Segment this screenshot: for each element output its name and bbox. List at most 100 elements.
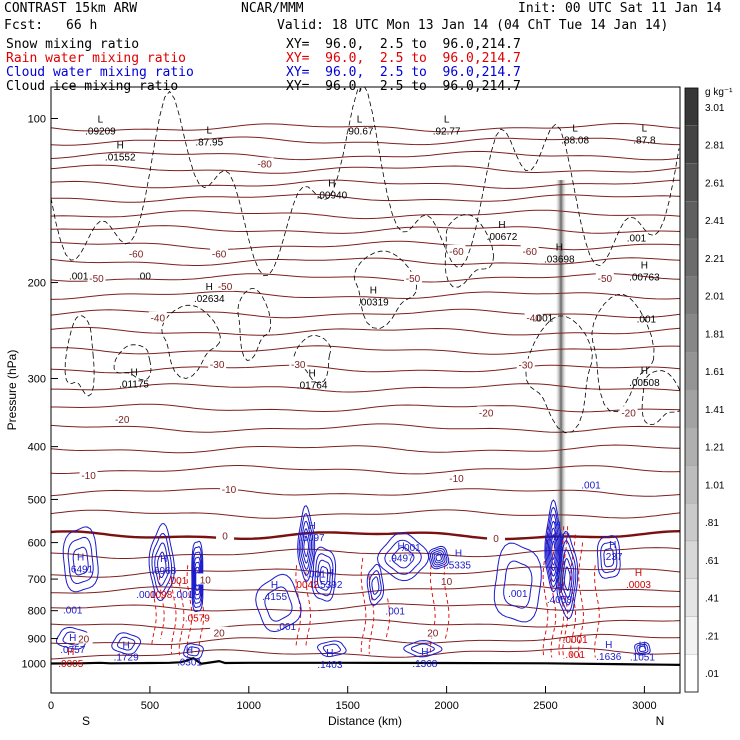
isotherm-label-bg: [487, 531, 506, 543]
extremum-marker: H: [206, 282, 213, 293]
colorbar-label: 2.41: [705, 216, 725, 227]
cloud-water-contour: [428, 545, 450, 570]
extremum-value: .1403: [317, 660, 342, 671]
extremum-value: .00: [137, 271, 151, 282]
cloud-water-contour: [67, 536, 94, 585]
isotherm-label-bg: [79, 469, 98, 481]
x-tick-label: 0: [48, 700, 54, 712]
field-xy-snow: XY= 96.0, 2.5 to 96.0,214.7: [286, 37, 521, 52]
extremum-value: .0001: [563, 635, 588, 646]
extremum-marker: H: [556, 243, 563, 254]
rain-water-contour: [385, 598, 391, 638]
extremum-value: .01552: [105, 153, 136, 164]
extremum-marker: H: [160, 554, 167, 565]
cloud-water-contour: [493, 542, 542, 623]
valid-time: Valid: 18 UTC Mon 13 Jan 14 (04 ChT Tue …: [277, 18, 669, 33]
extremum-marker: H: [639, 640, 646, 651]
extremum-value: .87.95: [195, 138, 223, 149]
y-tick-label: 1000: [22, 659, 46, 671]
forecast-hour: 66 h: [66, 18, 98, 33]
cloud-water-contour: [317, 559, 331, 591]
isotherm-label: -40: [151, 314, 166, 325]
extremum-marker: L: [206, 126, 212, 137]
cloud-water-contour: [558, 540, 577, 613]
colorbar-label: 3.01: [705, 103, 725, 114]
isotherm-label-bg: [208, 357, 227, 369]
cloud-water-contour: [638, 645, 647, 652]
extremum-value: .001: [136, 590, 156, 601]
cloud-water-contour: [371, 576, 380, 595]
cloud-water-contour: [316, 640, 347, 658]
cloud-water-contour: [562, 558, 573, 599]
isotherm: [51, 164, 680, 174]
extremum-value: .00940: [317, 191, 348, 202]
cloud-water-contour: [560, 549, 575, 606]
isotherm: [51, 619, 680, 630]
extremum-marker: H: [130, 368, 137, 379]
colorbar-label: 2.21: [705, 254, 725, 265]
extremum-value: .001: [627, 234, 647, 245]
isotherm: [51, 290, 680, 300]
extremum-value: .001: [385, 607, 405, 618]
isotherm-label-bg: [127, 247, 146, 259]
colorbar-swatch: [684, 276, 699, 315]
y-tick-label: 700: [28, 574, 46, 586]
extremum-value: .001: [401, 543, 421, 554]
extremum-value: .001: [306, 570, 326, 581]
snow-plume-shading: [555, 180, 567, 590]
isotherm-label: -50: [89, 274, 104, 285]
extremum-value: .87.8: [633, 136, 656, 147]
cloud-water-contour: [300, 520, 313, 570]
extremum-value: .0005: [58, 659, 83, 670]
cloud-water-contour: [183, 643, 204, 660]
extremum-marker: H: [77, 552, 84, 563]
extremum-value: .4058: [547, 595, 572, 606]
cloud-water-contour: [116, 636, 136, 651]
isotherm-label-bg: [74, 632, 93, 644]
field-xy-cloud-water: XY= 96.0, 2.5 to 96.0,214.7: [286, 65, 521, 80]
cloud-ice-contour: [591, 293, 655, 413]
isotherm-label: 0: [493, 534, 499, 545]
cloud-water-contour: [384, 539, 422, 575]
y-tick-label: 900: [28, 634, 46, 646]
extremum-marker: H: [370, 285, 377, 296]
extremum-value: .0757: [60, 645, 85, 656]
isotherm-label: -20: [621, 408, 636, 419]
extremum-marker: H: [605, 640, 612, 651]
colorbar-label: .81: [705, 518, 719, 529]
colorbar-swatch: [684, 314, 699, 353]
isotherm-label-bg: [595, 271, 614, 283]
isotherm-label-bg: [196, 573, 215, 585]
rain-water-contour: [550, 530, 557, 658]
cloud-water-contour: [319, 565, 329, 586]
extremum-value: .00508: [629, 378, 660, 389]
isotherm-label-bg: [423, 626, 442, 638]
field-name-snow: Snow mixing ratio: [6, 37, 140, 52]
cloud-water-contour: [193, 556, 202, 600]
isotherm-label-bg: [210, 626, 229, 638]
cloud-water-contour: [72, 546, 89, 576]
extremum-value: .0579: [185, 614, 210, 625]
cloud-water-contour: [563, 566, 571, 592]
x-axis-ticks: 0 500 1000 1500 2000 2500 3000: [48, 686, 657, 712]
cloud-ice-contour: [353, 250, 418, 330]
extremum-value: .001: [277, 622, 297, 633]
isotherm-label-bg: [520, 244, 539, 256]
cloud-water-contour: [429, 547, 448, 568]
extremum-value: .6491: [68, 564, 93, 575]
isotherm-label: 20: [78, 635, 90, 646]
isotherm-label: -60: [212, 250, 227, 261]
colorbar-swatch: [684, 427, 699, 466]
extremum-value: .001: [63, 606, 83, 617]
rain-water-contour: [305, 572, 311, 648]
temperature-contours: [51, 122, 680, 660]
extremum-value: .01175: [119, 380, 149, 391]
cloud-water-contour: [435, 554, 442, 562]
isotherm: [51, 136, 680, 146]
isotherm-label: 0: [222, 531, 228, 542]
extremum-value: .001: [637, 315, 657, 326]
extremum-value: .001: [565, 650, 585, 661]
isotherm-label: -60: [522, 247, 537, 258]
isotherm: [51, 444, 680, 454]
